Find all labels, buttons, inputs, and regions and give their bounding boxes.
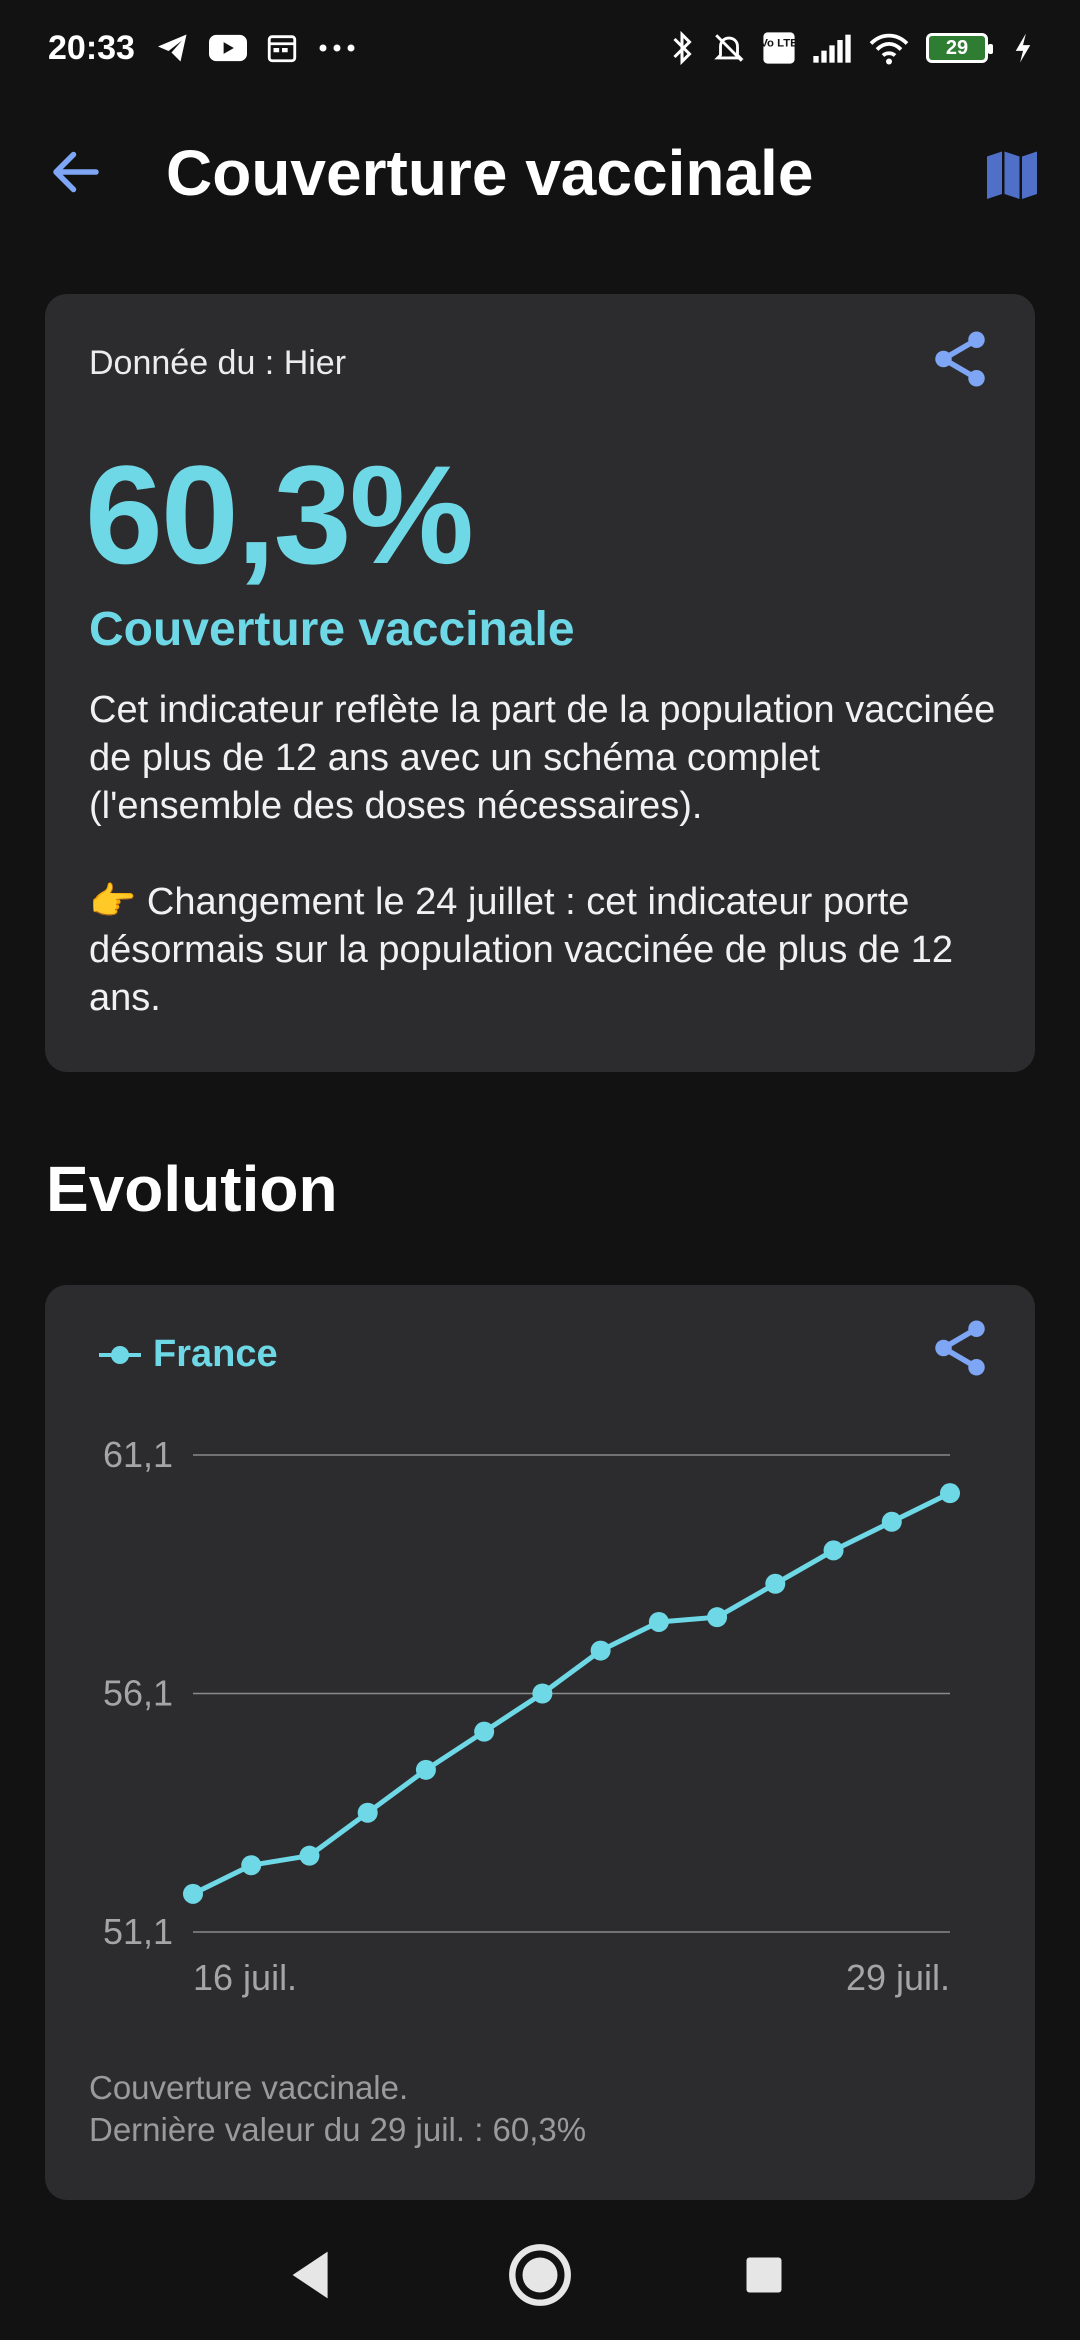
battery-level: 29 xyxy=(945,36,969,59)
back-button[interactable] xyxy=(46,142,106,202)
charging-icon xyxy=(1014,32,1032,64)
summary-share-button[interactable] xyxy=(927,326,993,392)
share-icon xyxy=(935,1320,985,1376)
evolution-section-title: Evolution xyxy=(46,1153,338,1225)
signal-icon xyxy=(812,32,852,64)
y-tick-label: 51,1 xyxy=(103,1911,173,1952)
nav-recents-button[interactable] xyxy=(729,2240,799,2310)
data-point xyxy=(823,1540,844,1561)
status-bar: 20:33 Vo LTE 29 xyxy=(0,0,1080,96)
series-line-france xyxy=(191,1490,952,1897)
chart-caption-line1: Couverture vaccinale. xyxy=(89,2069,409,2106)
data-point xyxy=(707,1607,728,1628)
chart-caption-line2: Dernière valeur du 29 juil. : 60,3% xyxy=(89,2111,587,2148)
map-icon xyxy=(987,151,1037,199)
summary-card: Donnée du : Hier 60,3% Couverture vaccin… xyxy=(45,294,1035,1072)
chart-legend: France xyxy=(97,1333,278,1376)
app-bar: Couverture vaccinale xyxy=(0,110,1080,240)
calendar-icon xyxy=(265,31,299,65)
nav-back-button[interactable] xyxy=(278,2240,348,2310)
data-point xyxy=(474,1721,495,1742)
metric-title: Couverture vaccinale xyxy=(89,603,575,656)
bell-muted-icon xyxy=(712,30,746,66)
home-circle-icon xyxy=(509,2244,571,2306)
youtube-icon xyxy=(208,33,247,63)
data-point xyxy=(648,1611,669,1632)
wifi-icon xyxy=(868,31,910,65)
data-point xyxy=(299,1845,320,1866)
change-note: 👉 Changement le 24 juillet : cet indicat… xyxy=(89,881,953,1019)
y-tick-label: 56,1 xyxy=(103,1673,173,1714)
more-dots-icon xyxy=(317,42,357,54)
status-time: 20:33 xyxy=(48,28,135,67)
data-point xyxy=(415,1759,436,1780)
nav-home-button[interactable] xyxy=(505,2240,575,2310)
volte-icon: Vo LTE xyxy=(762,31,796,65)
bluetooth-icon xyxy=(668,30,696,66)
y-tick-label: 61,1 xyxy=(103,1434,173,1475)
map-button[interactable] xyxy=(982,144,1042,204)
data-point xyxy=(357,1802,378,1823)
arrow-left-icon xyxy=(53,151,99,193)
legend-marker-icon xyxy=(99,1345,141,1364)
chart-caption: Couverture vaccinale. Dernière valeur du… xyxy=(89,2067,586,2151)
evolution-chart: 61,1 56,1 51,1 16 juil. 29 juil. xyxy=(103,1434,960,1998)
page-title: Couverture vaccinale xyxy=(166,137,814,209)
telegram-icon xyxy=(155,30,191,66)
battery-icon: 29 xyxy=(926,33,993,63)
x-tick-label: 29 juil. xyxy=(846,1957,950,1998)
data-point xyxy=(532,1683,553,1704)
chart-share-button[interactable] xyxy=(927,1315,993,1381)
recents-square-icon xyxy=(746,2257,782,2293)
legend-label-france: France xyxy=(153,1333,278,1375)
metric-description: Cet indicateur reflète la part de la pop… xyxy=(89,689,996,827)
share-icon xyxy=(935,331,985,387)
data-point xyxy=(183,1883,203,1904)
coverage-value: 60,3% xyxy=(85,436,474,593)
evolution-chart-card: 61,1 56,1 51,1 16 juil. 29 juil. France Couv… xyxy=(45,1285,1035,2200)
back-triangle-icon xyxy=(292,2251,328,2299)
data-point xyxy=(590,1640,611,1661)
x-tick-label: 16 juil. xyxy=(193,1957,297,1998)
data-point xyxy=(765,1573,786,1594)
system-nav-bar xyxy=(0,2210,1080,2340)
data-point xyxy=(940,1483,960,1504)
data-point xyxy=(881,1511,902,1532)
data-date-label: Donnée du : Hier xyxy=(89,344,347,382)
volte-text: Vo LTE xyxy=(762,38,796,50)
data-point xyxy=(241,1855,262,1876)
